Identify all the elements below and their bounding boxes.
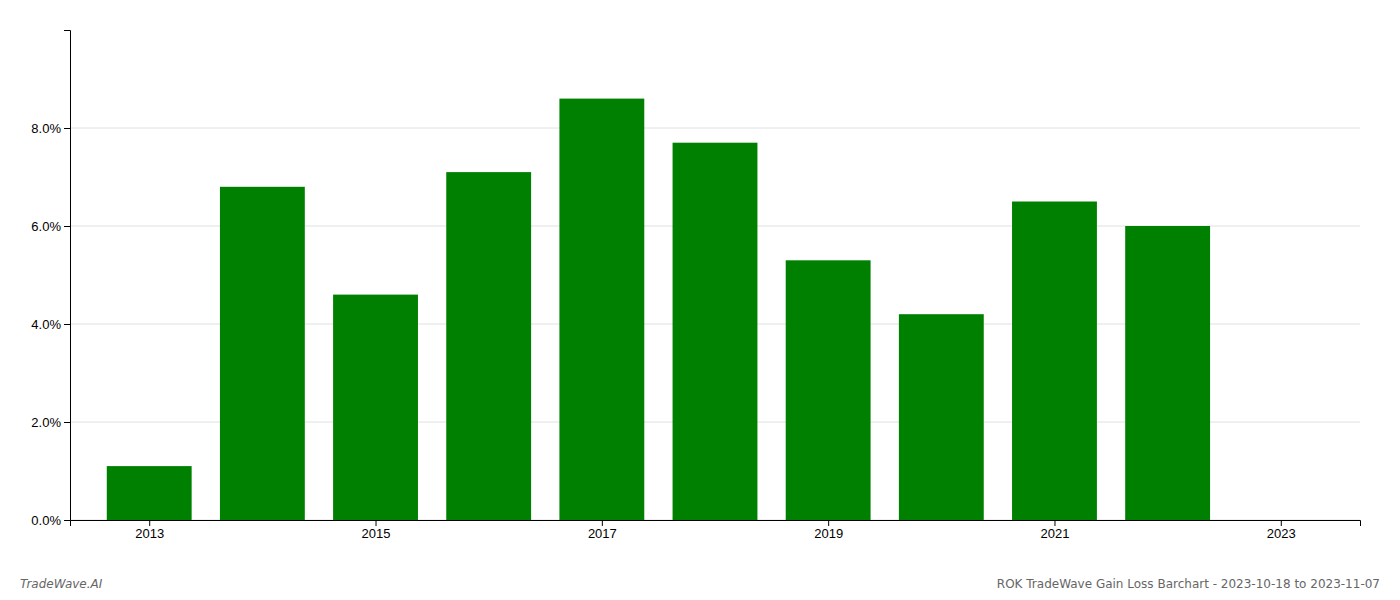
footer-right: ROK TradeWave Gain Loss Barchart - 2023-… — [997, 577, 1380, 591]
x-tick: 2013 — [135, 520, 164, 541]
y-tick-label: 0.0% — [31, 513, 61, 528]
y-tick: 0.0% — [31, 513, 70, 528]
x-tick-label: 2015 — [362, 526, 391, 541]
bar — [446, 172, 531, 520]
bar — [559, 99, 644, 520]
bar — [1125, 226, 1210, 520]
x-tick-mark — [149, 520, 150, 526]
plot: 2013 2015 2017 2019 2021 2023 0.0% 2.0% 4.0% 6.0%… — [31, 31, 1360, 542]
y-axis: 0.0% 2.0% 4.0% 6.0% 8.0% — [31, 31, 70, 528]
y-tick: 2.0% — [31, 415, 70, 430]
grid — [70, 128, 1360, 520]
y-tick-mark — [64, 226, 70, 227]
y-tick-label: 8.0% — [31, 121, 61, 136]
y-tick-mark — [64, 520, 70, 521]
x-tick-label: 2019 — [814, 526, 843, 541]
y-tick-mark — [64, 324, 70, 325]
bar — [899, 314, 984, 520]
y-tick-label: 6.0% — [31, 219, 61, 234]
x-tick: 2019 — [814, 520, 843, 541]
y-axis-line — [64, 31, 71, 521]
y-tick-mark — [64, 422, 70, 423]
y-tick: 4.0% — [31, 317, 70, 332]
bar — [220, 187, 305, 520]
bars — [107, 99, 1210, 520]
chart: 2013 2015 2017 2019 2021 2023 0.0% 2.0% 4.0% 6.0%… — [0, 0, 1400, 600]
x-tick: 2015 — [362, 520, 391, 541]
bar — [333, 295, 418, 520]
x-tick-mark — [602, 520, 603, 526]
x-tick-label: 2017 — [588, 526, 617, 541]
bar — [786, 260, 871, 520]
grid-line — [70, 128, 1360, 129]
y-tick: 8.0% — [31, 121, 70, 136]
bar — [1012, 202, 1097, 521]
bar — [673, 143, 758, 520]
x-tick: 2021 — [1041, 520, 1070, 541]
x-axis-line — [71, 521, 1361, 527]
x-tick-mark — [828, 520, 829, 526]
x-axis: 2013 2015 2017 2019 2021 2023 — [71, 520, 1361, 541]
y-tick: 6.0% — [31, 219, 70, 234]
x-tick-mark — [1054, 520, 1055, 526]
y-tick-label: 2.0% — [31, 415, 61, 430]
y-tick-mark — [64, 128, 70, 129]
x-tick: 2023 — [1267, 520, 1296, 541]
bar — [107, 466, 192, 520]
x-tick-mark — [1281, 520, 1282, 526]
x-tick-label: 2013 — [135, 526, 164, 541]
x-tick: 2017 — [588, 520, 617, 541]
y-tick-label: 4.0% — [31, 317, 61, 332]
x-tick-mark — [376, 520, 377, 526]
x-tick-label: 2023 — [1267, 526, 1296, 541]
footer-left: TradeWave.AI — [20, 577, 103, 591]
x-tick-label: 2021 — [1041, 526, 1070, 541]
